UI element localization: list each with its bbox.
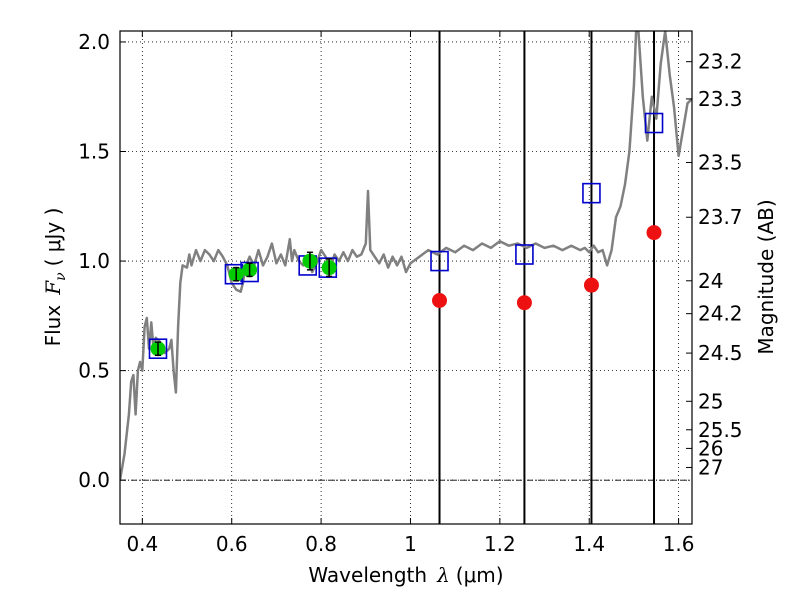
nir-observed-point [432, 293, 448, 309]
y2-tick-label: 27 [698, 455, 723, 479]
x-tick-label: 1.4 [573, 532, 605, 556]
y2-tick-label: 24 [698, 269, 723, 293]
y2-axis-label: Magnitude (AB) [754, 199, 778, 354]
plot-content [120, 31, 692, 481]
y-tick-label: 0.5 [78, 359, 110, 383]
model-photometry-square [582, 182, 601, 204]
y2-tick-label: 24.2 [698, 302, 743, 326]
x-tick-label: 1 [404, 532, 417, 556]
y2-tick-label: 24.5 [698, 341, 743, 365]
x-axis: 0.4 0.6 0.8 1 1.2 1.4 1.6 [126, 31, 695, 556]
y2-tick-label: 23.7 [698, 205, 743, 229]
model-photometry-square [644, 112, 664, 134]
y-axis-label: FluxFν( μJy ) [41, 208, 69, 347]
x-tick-label: 0.6 [216, 532, 248, 556]
x-tick-label: 0.4 [126, 532, 158, 556]
plot-area [120, 31, 692, 524]
nir-observed-point [516, 295, 532, 311]
y-tick-label: 2.0 [78, 30, 110, 54]
x-tick-label: 0.8 [305, 532, 337, 556]
y2-tick-label: 25.5 [698, 418, 743, 442]
y2-tick-label: 23.2 [698, 50, 743, 74]
y2-tick-label: 23.5 [698, 150, 743, 174]
model-photometry-square [515, 244, 534, 265]
y-tick-label: 1.5 [78, 140, 110, 164]
x-axis-label: Wavelength λ (μm) [308, 563, 503, 587]
x-tick-label: 1.2 [484, 532, 516, 556]
plot-frame [119, 30, 693, 525]
nir-observed-point [646, 225, 662, 241]
y2-tick-label: 26 [698, 436, 723, 460]
x-tick-label: 1.6 [663, 532, 695, 556]
y-axis: 0.0 0.5 1.0 1.5 2.0 [78, 30, 126, 492]
y-tick-label: 0.0 [78, 468, 110, 492]
nir-observed-point [583, 277, 599, 293]
y2-tick-label: 23.3 [698, 87, 743, 111]
model-photometry-square [430, 250, 449, 272]
y-tick-label: 1.0 [78, 249, 110, 273]
y2-tick-label: 25 [698, 389, 723, 413]
model-photometry-square [148, 338, 168, 360]
model-spectrum-line [120, 31, 692, 481]
